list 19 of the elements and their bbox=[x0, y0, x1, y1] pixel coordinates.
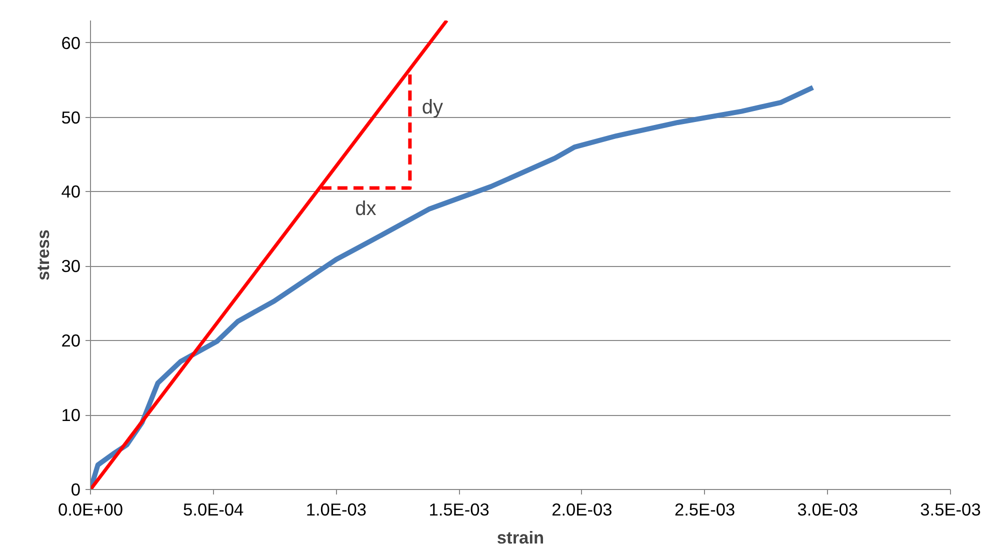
x-tick-label: 1.5E-03 bbox=[428, 500, 490, 520]
x-tick-label: 3.5E-03 bbox=[920, 500, 981, 520]
y-axis-title: stress bbox=[33, 229, 54, 281]
x-tick-label: 3.0E-03 bbox=[797, 500, 858, 520]
x-axis-title: strain bbox=[496, 528, 544, 548]
x-tick-label: 1.0E-03 bbox=[306, 500, 367, 520]
y-tick-label: 60 bbox=[61, 32, 81, 53]
x-tick-label: 2.0E-03 bbox=[552, 500, 612, 520]
y-tick-label: 20 bbox=[61, 330, 81, 351]
y-tick-label: 10 bbox=[61, 405, 81, 426]
x-tick-label: 5.0E-04 bbox=[183, 500, 244, 520]
y-tick-label: 50 bbox=[61, 107, 81, 128]
y-tick-label: 30 bbox=[61, 256, 81, 276]
y-tick-label: 40 bbox=[61, 182, 81, 202]
x-tick-label: 0.0E+00 bbox=[58, 500, 124, 520]
y-tick-label: 0 bbox=[70, 480, 81, 500]
x-tick-label: 2.5E-03 bbox=[674, 500, 736, 520]
annotation: dx bbox=[355, 198, 376, 220]
annotation: dy bbox=[422, 96, 444, 118]
